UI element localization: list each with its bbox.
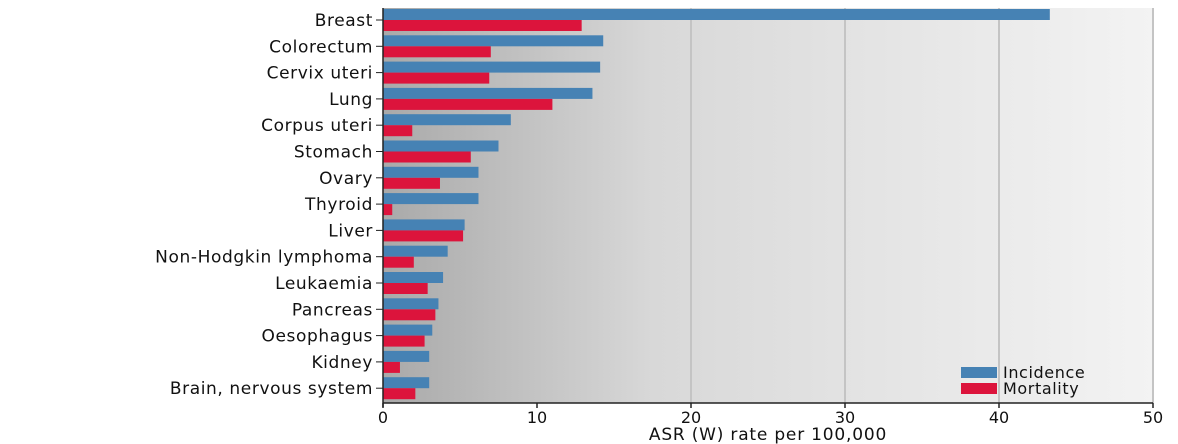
bar-incidence-9 (383, 245, 448, 257)
category-label: Brain, nervous system (170, 379, 373, 399)
category-label: Pancreas (292, 300, 373, 320)
bar-incidence-6 (383, 166, 479, 178)
bar-mortality-8 (383, 230, 464, 242)
category-label: Non-Hodgkin lymphoma (155, 248, 373, 268)
bar-incidence-5 (383, 140, 499, 152)
legend-label-incidence: Incidence (1003, 363, 1085, 382)
bar-mortality-14 (383, 388, 416, 400)
legend-swatch-incidence (961, 367, 997, 378)
x-tick-label: 10 (527, 408, 547, 427)
x-tick-label: 40 (989, 408, 1009, 427)
bar-incidence-7 (383, 193, 479, 205)
category-label: Corpus uteri (261, 116, 373, 136)
x-tick-label: 50 (1143, 408, 1163, 427)
bar-mortality-5 (383, 151, 471, 163)
bar-mortality-13 (383, 361, 400, 373)
category-label: Colorectum (269, 37, 373, 57)
x-tick-label: 20 (681, 408, 701, 427)
bars (383, 9, 1050, 400)
bar-incidence-11 (383, 298, 439, 310)
x-tick-label: 0 (378, 408, 388, 427)
bar-mortality-2 (383, 72, 490, 84)
plot-background (383, 8, 1153, 403)
bar-mortality-12 (383, 335, 425, 347)
bar-incidence-12 (383, 324, 433, 336)
category-label: Breast (315, 11, 373, 31)
bar-mortality-10 (383, 283, 428, 294)
x-axis-title: ASR (W) rate per 100,000 (649, 425, 887, 444)
gridlines (536, 8, 1154, 403)
bar-incidence-13 (383, 350, 430, 362)
bar-incidence-10 (383, 272, 444, 283)
bar-mortality-4 (383, 125, 413, 137)
bar-incidence-0 (383, 9, 1050, 20)
bar-incidence-4 (383, 114, 511, 126)
category-label: Liver (328, 221, 373, 241)
category-label: Cervix uteri (267, 64, 373, 84)
bar-mortality-6 (383, 177, 440, 189)
category-label: Leukaemia (275, 274, 373, 294)
category-label: Oesophagus (261, 327, 373, 347)
legend-swatch-mortality (961, 383, 997, 394)
bar-incidence-3 (383, 87, 593, 99)
bar-incidence-1 (383, 35, 604, 47)
category-label: Stomach (294, 143, 373, 163)
category-label: Kidney (311, 353, 373, 373)
bar-mortality-9 (383, 256, 414, 268)
bar-mortality-7 (383, 204, 393, 216)
bar-incidence-2 (383, 61, 601, 73)
category-label: Ovary (319, 169, 373, 189)
category-label: Thyroid (304, 195, 373, 215)
x-tick-label: 30 (835, 408, 855, 427)
bar-mortality-11 (383, 309, 436, 321)
category-labels: Breast Colorectum Cervix uteri Lung Corpus u… (155, 11, 383, 399)
bar-mortality-3 (383, 98, 553, 110)
bar-mortality-0 (383, 20, 582, 31)
bar-incidence-8 (383, 219, 465, 231)
x-axis: 0 10 20 30 40 50 (378, 8, 1163, 427)
bar-mortality-1 (383, 46, 491, 58)
category-label: Lung (329, 90, 373, 110)
legend-label-mortality: Mortality (1003, 379, 1079, 398)
bar-incidence-14 (383, 377, 430, 389)
